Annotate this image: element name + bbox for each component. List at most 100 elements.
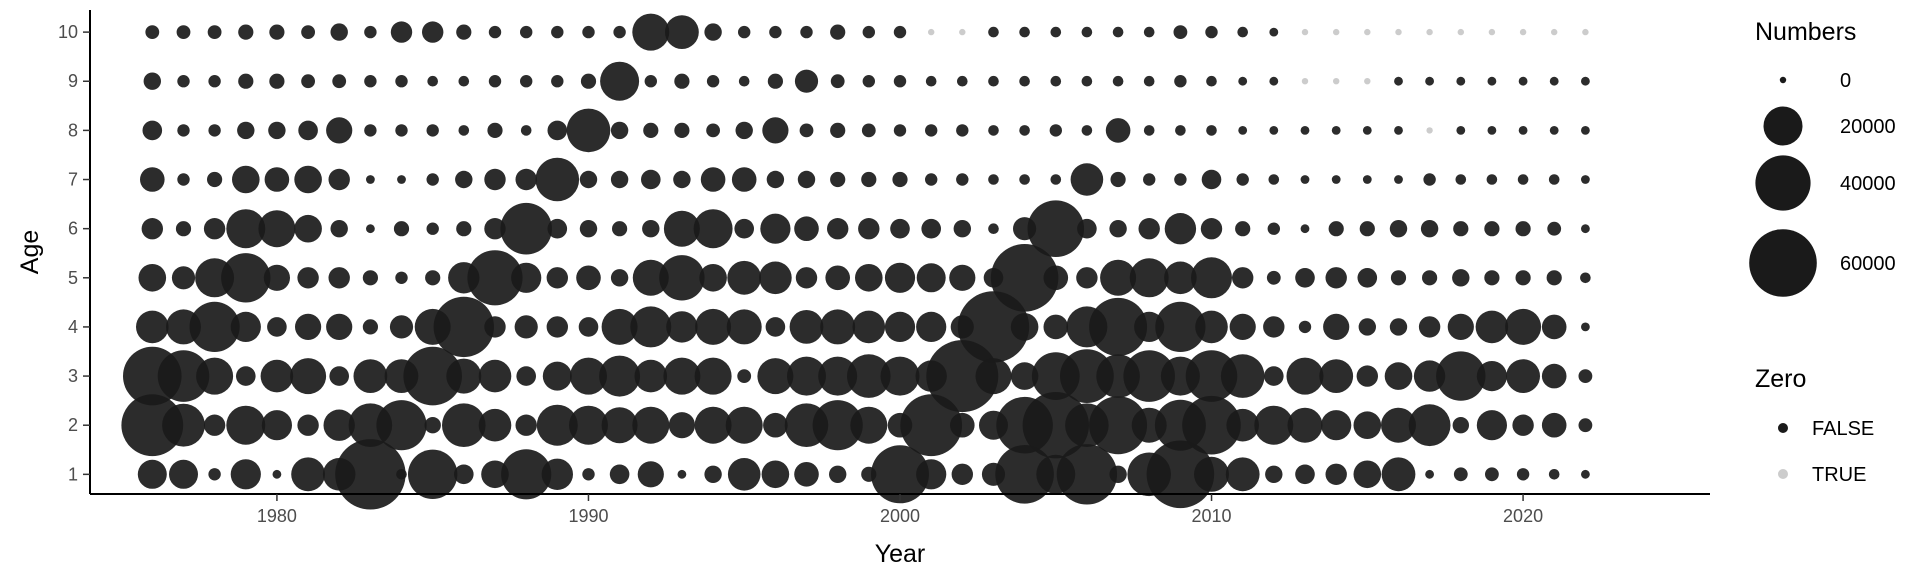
data-point [1418, 316, 1441, 338]
data-point [1353, 460, 1382, 489]
y-tick-label: 6 [68, 219, 78, 239]
data-point [609, 464, 630, 485]
data-point [362, 270, 378, 286]
data-point [861, 171, 877, 188]
data-point [408, 449, 458, 499]
data-point [230, 459, 261, 490]
data-point [641, 169, 661, 190]
data-point [677, 469, 687, 479]
data-point [389, 315, 414, 339]
data-point [1506, 359, 1540, 393]
data-point [988, 174, 999, 185]
data-point [189, 301, 240, 352]
data-point [1301, 78, 1309, 85]
data-point [916, 263, 946, 293]
data-point [426, 222, 439, 235]
data-point [1323, 313, 1350, 340]
data-point [467, 250, 523, 306]
data-point [297, 414, 319, 436]
data-point [1264, 366, 1284, 386]
data-point [1475, 310, 1509, 344]
data-point [1295, 464, 1315, 485]
data-point [884, 311, 916, 342]
data-point [601, 308, 638, 345]
data-point [207, 171, 223, 188]
data-point [852, 310, 886, 344]
data-point [925, 124, 938, 137]
data-point [699, 264, 727, 292]
data-point [326, 117, 353, 144]
data-point [364, 75, 377, 88]
data-point [1578, 369, 1593, 383]
data-point [141, 218, 163, 240]
data-point [208, 468, 221, 481]
data-point [332, 74, 347, 89]
data-point [1518, 125, 1528, 135]
data-point [1129, 258, 1169, 298]
points-layer [121, 13, 1593, 510]
data-point [1298, 320, 1312, 334]
data-point [668, 412, 696, 439]
data-point [326, 313, 353, 340]
data-point [272, 469, 282, 479]
data-point [1019, 26, 1030, 38]
data-point [1518, 76, 1528, 86]
data-point [956, 124, 969, 137]
data-point [794, 462, 819, 487]
data-point [366, 224, 375, 234]
data-point [1110, 171, 1126, 188]
data-point [760, 213, 791, 244]
data-point [1331, 175, 1341, 184]
data-point [390, 21, 413, 43]
data-point [1581, 125, 1590, 135]
data-point [763, 412, 788, 438]
data-point [1541, 314, 1567, 340]
data-point [893, 75, 907, 88]
data-point [328, 168, 350, 191]
data-point [1232, 267, 1254, 289]
data-point [269, 24, 285, 40]
data-point [1319, 359, 1354, 393]
data-point [694, 357, 732, 395]
data-point [330, 220, 348, 238]
data-point [738, 25, 751, 39]
data-point [1266, 270, 1281, 285]
data-point [1488, 28, 1496, 36]
data-point [393, 221, 410, 237]
data-point [121, 394, 184, 457]
data-point [1050, 26, 1062, 38]
data-point [916, 459, 947, 490]
data-point [1056, 444, 1118, 505]
data-point [1425, 469, 1434, 479]
data-point [767, 73, 784, 89]
data-point [547, 218, 568, 239]
data-point [1109, 220, 1127, 238]
data-point [1422, 270, 1438, 286]
data-point [478, 408, 512, 442]
data-point [1321, 410, 1352, 441]
data-point [858, 218, 880, 240]
data-point [700, 167, 726, 192]
data-point [353, 359, 388, 393]
data-point [1476, 361, 1507, 392]
data-point [484, 218, 506, 240]
data-point [1476, 410, 1507, 441]
data-point [862, 25, 875, 39]
data-point [1519, 28, 1527, 36]
data-point [297, 267, 319, 289]
data-point [264, 167, 290, 192]
y-tick-label: 1 [68, 464, 78, 484]
data-point [1325, 463, 1347, 485]
data-point [137, 459, 167, 489]
data-point [196, 357, 234, 395]
data-point [830, 122, 846, 138]
data-point [500, 202, 552, 255]
data-point [515, 168, 537, 191]
data-point [484, 168, 506, 191]
data-point [570, 357, 607, 395]
data-point [988, 125, 999, 136]
data-point [1254, 405, 1294, 445]
data-point [995, 445, 1054, 504]
data-point [706, 123, 720, 138]
data-point [376, 400, 427, 451]
